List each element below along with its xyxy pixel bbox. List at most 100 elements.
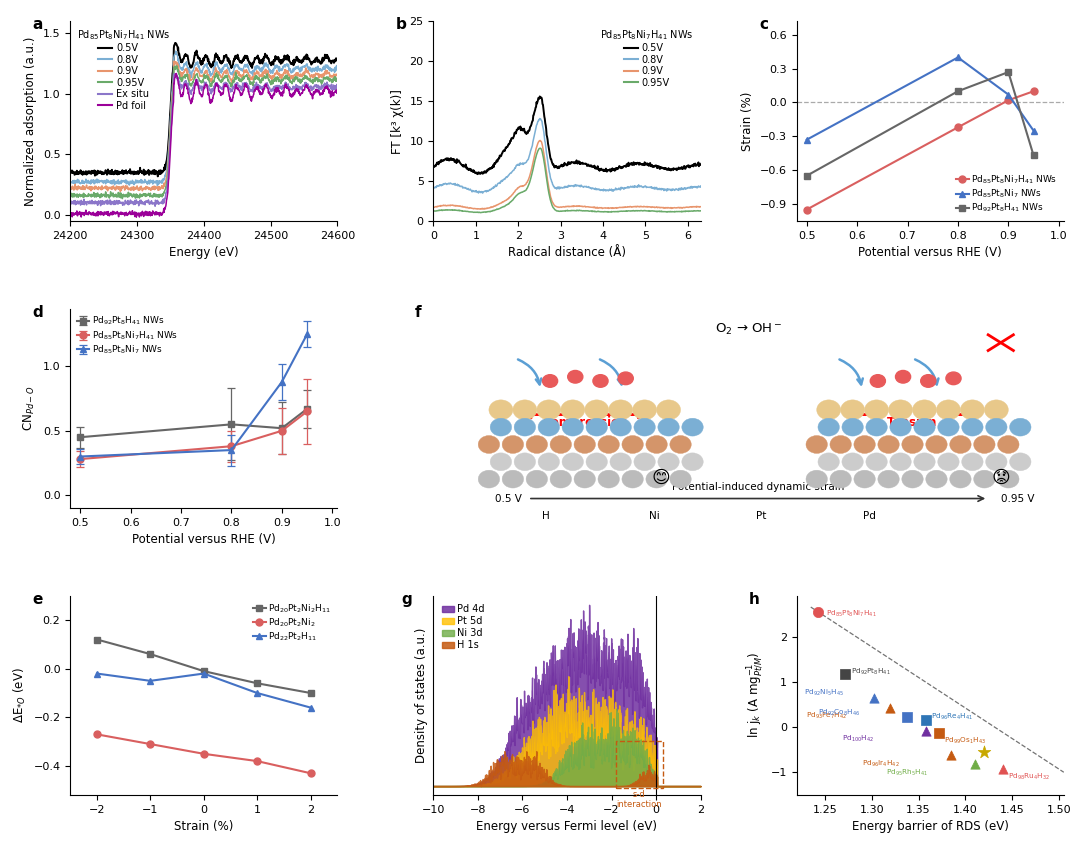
Legend: 0.5V, 0.8V, 0.9V, 0.95V: 0.5V, 0.8V, 0.9V, 0.95V (598, 27, 696, 90)
Circle shape (889, 400, 913, 420)
Text: Pd$_{96}$Re$_4$H$_{41}$: Pd$_{96}$Re$_4$H$_{41}$ (931, 711, 973, 722)
Circle shape (609, 400, 633, 420)
Circle shape (1010, 418, 1031, 436)
Pd$_{20}$Pt$_2$Ni$_2$H$_{11}$ (251, 678, 264, 688)
Line: Pd$_{85}$Pt$_8$Ni$_7$H$_{41}$ NWs: Pd$_{85}$Pt$_8$Ni$_7$H$_{41}$ NWs (804, 88, 1037, 213)
Legend: 0.5V, 0.8V, 0.9V, 0.95V, Ex situ, Pd foil: 0.5V, 0.8V, 0.9V, 0.95V, Ex situ, Pd foi… (76, 27, 173, 113)
Line: Pd$_{85}$Pt$_8$Ni$_7$ NWs: Pd$_{85}$Pt$_8$Ni$_7$ NWs (804, 54, 1037, 143)
Point (931, 726, 948, 740)
Pd$_{22}$Pt$_2$H$_{11}$ (198, 669, 211, 679)
Line: Ex situ: Ex situ (70, 74, 337, 206)
0.95V (474, 208, 487, 218)
Circle shape (478, 470, 500, 488)
0.9V (591, 203, 604, 213)
0.5V (295, 57, 308, 68)
Pd foil (267, 89, 280, 99)
Circle shape (949, 435, 971, 453)
Circle shape (937, 453, 959, 471)
Y-axis label: ΔE$_{*O}$ (eV): ΔE$_{*O}$ (eV) (12, 668, 28, 723)
Y-axis label: CN$_{Pd-O}$: CN$_{Pd-O}$ (23, 386, 38, 431)
Circle shape (681, 418, 703, 436)
0.9V (227, 73, 240, 83)
Y-axis label: Strain (%): Strain (%) (741, 91, 754, 150)
0.9V (553, 203, 566, 213)
0.95V (64, 192, 77, 202)
Circle shape (633, 400, 657, 420)
0.5V (612, 163, 625, 174)
Ex situ (295, 82, 308, 92)
0.95V (703, 206, 716, 216)
Pd$_{22}$Pt$_2$H$_{11}$ (305, 703, 318, 713)
0.5V (553, 163, 566, 174)
Circle shape (829, 470, 851, 488)
Circle shape (634, 453, 656, 471)
0.9V (267, 72, 280, 82)
Circle shape (542, 374, 557, 387)
0.8V (227, 66, 240, 76)
0.8V (612, 184, 625, 194)
Circle shape (593, 374, 608, 387)
0.95V (267, 74, 280, 85)
Ex situ (149, 201, 162, 211)
Pd foil (219, 79, 232, 89)
Line: 0.9V: 0.9V (433, 140, 710, 209)
Circle shape (870, 374, 886, 387)
Ex situ (80, 200, 93, 210)
Circle shape (890, 418, 912, 436)
0.95V (498, 201, 511, 211)
Circle shape (562, 453, 583, 471)
Y-axis label: FT [k³ χ(k)]: FT [k³ χ(k)] (391, 89, 404, 154)
Circle shape (538, 453, 559, 471)
Pd$_{20}$Pt$_2$Ni$_2$ (251, 756, 264, 766)
Ex situ (219, 78, 232, 88)
0.95V (635, 205, 648, 215)
Pd$_{20}$Pt$_2$Ni$_2$ (305, 768, 318, 778)
Circle shape (829, 435, 851, 453)
0.8V (476, 188, 489, 198)
Ex situ (170, 68, 183, 79)
0.9V (635, 202, 648, 212)
Point (810, 604, 827, 618)
0.5V (219, 50, 232, 60)
0.8V (80, 178, 93, 188)
Ex situ (64, 198, 77, 208)
Pd$_{85}$Pt$_8$Ni$_7$ NWs (800, 134, 813, 144)
0.95V (476, 207, 489, 217)
Pd foil (234, 88, 247, 98)
Circle shape (895, 370, 910, 383)
0.9V (534, 135, 546, 145)
Text: Pd$_{96}$Ir$_4$H$_{42}$: Pd$_{96}$Ir$_4$H$_{42}$ (862, 758, 900, 769)
0.5V (227, 60, 240, 70)
0.5V (498, 146, 511, 156)
Text: e: e (32, 592, 43, 607)
Circle shape (490, 453, 512, 471)
Line: 0.95V: 0.95V (70, 66, 337, 198)
0.95V (591, 207, 604, 217)
Circle shape (914, 453, 935, 471)
Text: 0.5 V: 0.5 V (495, 493, 522, 504)
Circle shape (866, 453, 888, 471)
Text: s-d
interaction: s-d interaction (617, 790, 662, 809)
Circle shape (902, 435, 923, 453)
0.5V (267, 60, 280, 70)
Circle shape (489, 400, 513, 420)
0.95V (427, 206, 440, 216)
Circle shape (681, 453, 703, 471)
0.9V (476, 203, 489, 214)
Text: H: H (542, 510, 550, 521)
0.5V (476, 168, 489, 179)
Bar (616, 740, 663, 788)
Text: Pd$_{85}$Pt$_8$Ni$_7$H$_{41}$: Pd$_{85}$Pt$_8$Ni$_7$H$_{41}$ (826, 609, 877, 619)
Circle shape (586, 418, 607, 436)
0.95V (535, 143, 548, 153)
Circle shape (670, 435, 691, 453)
Pd$_{92}$Pt$_8$H$_{41}$ NWs (1002, 67, 1015, 77)
Point (899, 711, 916, 724)
Circle shape (538, 418, 559, 436)
Text: Potential-induced dynamic strain: Potential-induced dynamic strain (672, 482, 845, 492)
Point (837, 667, 854, 681)
X-axis label: Potential versus RHE (V): Potential versus RHE (V) (132, 534, 275, 546)
Circle shape (854, 435, 875, 453)
Pd$_{85}$Pt$_8$Ni$_7$H$_{41}$ NWs (800, 204, 813, 215)
Ex situ (267, 82, 280, 92)
